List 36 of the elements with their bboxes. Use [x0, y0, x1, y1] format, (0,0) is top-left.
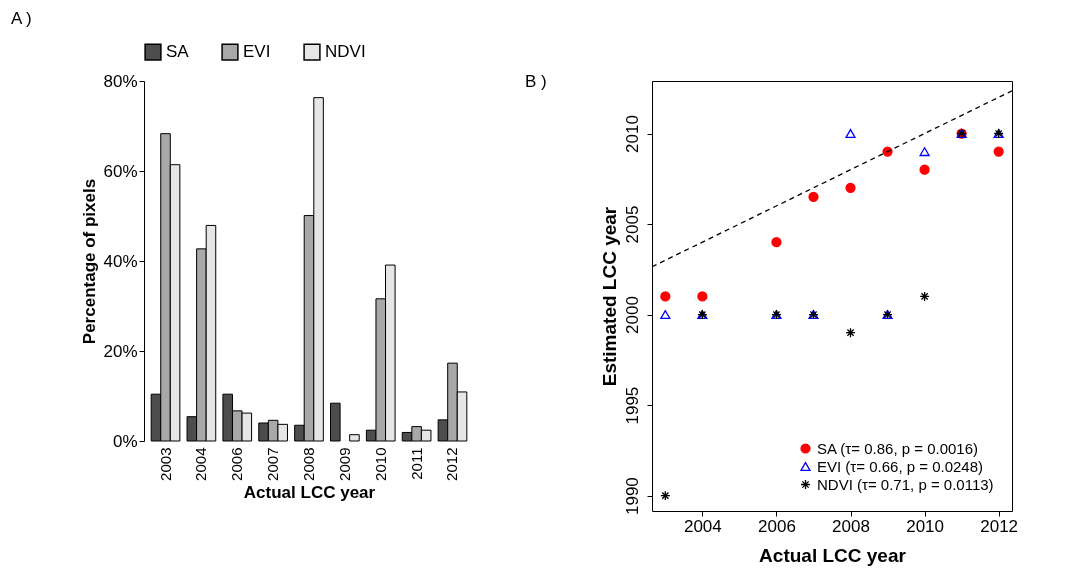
x-axis-title: Actual LCC year [243, 482, 376, 502]
y-tick-label: 0% [112, 431, 138, 451]
x-tick-label: 2006 [758, 516, 796, 536]
legend-label: NDVI [325, 42, 366, 62]
y-tick-label: 80% [103, 71, 138, 91]
x-tick-label: 2004 [192, 447, 210, 481]
legend-label: SA [166, 42, 190, 62]
y-axis-title: Estimated LCC year [598, 206, 620, 387]
y-tick-label: 2000 [622, 296, 642, 334]
x-tick-label: 2003 [156, 447, 174, 481]
x-tick-label: 2012 [980, 516, 1019, 536]
x-tick-label: 2008 [832, 516, 870, 536]
legend-label: EVI (τ= 0.66, p = 0.0248) [817, 457, 984, 475]
x-tick-label: 2007 [264, 447, 282, 481]
x-axis-title: Actual LCC year [759, 544, 907, 566]
y-tick-label: 40% [103, 251, 138, 271]
x-tick-label: 2004 [683, 516, 722, 536]
x-tick-label: 2011 [407, 447, 425, 480]
x-tick-label: 2010 [906, 516, 945, 536]
y-axis-title: Percentage of pixels [80, 178, 100, 345]
x-tick-label: 2010 [371, 447, 389, 481]
x-tick-label: 2008 [300, 447, 317, 481]
chart-title: B ) [525, 72, 547, 91]
legend-label: NDVI (τ= 0.71, p = 0.0113) [817, 475, 994, 493]
y-tick-label: 1995 [622, 386, 642, 425]
y-tick-label: 1990 [622, 477, 642, 516]
y-tick-label: 20% [103, 341, 138, 361]
x-tick-label: 2006 [228, 447, 246, 481]
x-tick-label: 2009 [335, 447, 353, 481]
legend-label: EVI [243, 42, 271, 62]
y-tick-label: 60% [103, 161, 138, 181]
x-tick-label: 2012 [443, 447, 461, 481]
chart-title: A ) [10, 9, 32, 28]
legend-label: SA (τ= 0.86, p = 0.0016) [817, 439, 979, 457]
y-tick-label: 2005 [622, 205, 642, 244]
y-tick-label: 2010 [622, 115, 642, 153]
